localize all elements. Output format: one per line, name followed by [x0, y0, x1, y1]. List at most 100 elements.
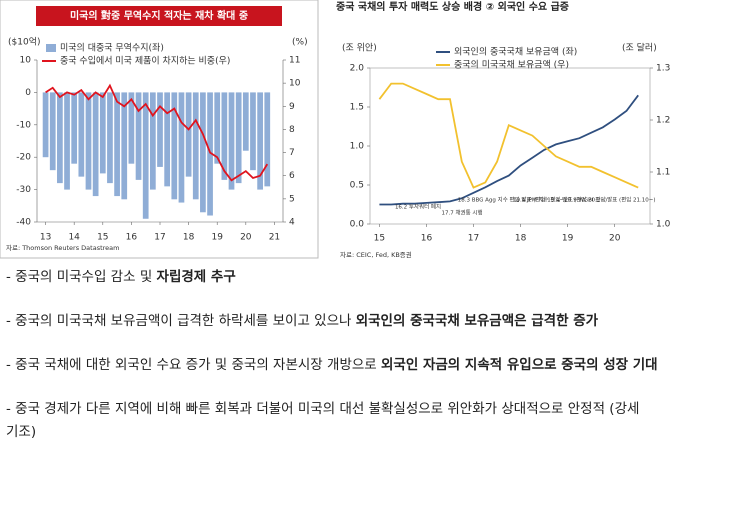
y-tick-label: 10	[20, 56, 32, 66]
y2-tick-label: 4	[289, 218, 295, 228]
y-tick-label: 0	[25, 88, 31, 98]
bar	[257, 92, 263, 190]
y-tick-label: -40	[16, 218, 31, 228]
bar	[221, 92, 228, 180]
bar	[171, 92, 178, 200]
y2-tick-label: 6	[289, 171, 295, 181]
y2-tick-label: 10	[289, 79, 301, 89]
bar	[149, 92, 156, 190]
source: 자료: CEIC, Fed, KB증권	[340, 250, 412, 259]
x-tick-label: 18	[515, 234, 527, 244]
bullet: - 중국의 미국국채 보유금액이 급격한 하락세를 보이고 있으나 외국인의 중…	[6, 310, 741, 333]
x-tick-label: 16	[126, 233, 138, 243]
x-tick-label: 15	[97, 233, 108, 243]
annotation: 17.7 채권통 시행	[441, 209, 482, 217]
bar	[42, 92, 49, 158]
x-tick-label: 20	[609, 234, 621, 244]
bar	[57, 92, 63, 184]
title-banner	[36, 6, 282, 26]
legend-label: 중국 수입에서 미국 제품이 차지하는 비중(우)	[60, 55, 230, 67]
annotation: 18.3 BBG Agg 지수 편입 발표 (편입 19.4~)	[458, 196, 567, 204]
y2-axis-label: (%)	[292, 38, 308, 48]
y2-tick-label: 8	[289, 125, 295, 135]
chart-title: 미국의 對중 무역수지 적자는 재차 확대 중	[70, 9, 248, 22]
y-axis-label: ($10억)	[8, 36, 40, 48]
x-tick-label: 13	[40, 233, 51, 243]
x-tick-label: 17	[468, 234, 479, 244]
bar	[185, 92, 192, 177]
bar	[250, 92, 256, 171]
x-tick-label: 21	[269, 233, 280, 243]
x-tick-label: 20	[240, 233, 252, 243]
bar	[64, 92, 70, 190]
bar	[128, 92, 135, 164]
bar	[114, 92, 120, 197]
bar	[207, 92, 213, 216]
y-tick-label: 2.0	[350, 64, 365, 74]
bullet: - 중국의 미국수입 감소 및 자립경제 추구	[6, 266, 741, 289]
x-tick-label: 19	[562, 234, 574, 244]
y2-tick-label: 5	[289, 194, 295, 204]
y-tick-label: 0.5	[350, 181, 364, 191]
bar	[157, 92, 163, 167]
x-tick-label: 16	[421, 234, 433, 244]
annotation: 19.4 JPM 지수 편입 발표 (편입 20.2~)	[513, 196, 607, 204]
bullet-bold: 자립경제 추구	[156, 269, 236, 285]
y-tick-label: 0.0	[350, 220, 365, 230]
y2-tick-label: 9	[289, 102, 295, 112]
bullet-text: - 중국의 미국수입 감소 및	[6, 269, 157, 285]
bar	[71, 92, 78, 164]
bullet-text: - 중국 국채에 대한 외국인 수요 증가 및 중국의 자본시장 개방으로	[6, 357, 381, 373]
legend-swatch	[46, 44, 56, 52]
bullet-text: - 중국의 미국국채 보유금액이 급격한 하락세를 보이고 있으나	[6, 313, 356, 329]
bar	[264, 92, 271, 187]
y2-tick-label: 7	[289, 148, 295, 158]
y-tick-label: -30	[16, 185, 31, 195]
x-tick-label: 14	[68, 233, 80, 243]
y2-tick-label: 11	[289, 56, 300, 66]
bar	[192, 92, 199, 200]
charts: 미국의 對중 무역수지 적자는 재차 확대 중 ($10억) (%) 자료: Thom…	[0, 0, 671, 259]
bar	[164, 92, 171, 187]
y2-tick-label: 1.0	[656, 220, 671, 230]
bar	[49, 92, 56, 171]
legend-label: 중국의 미국국채 보유금액 (우)	[454, 59, 569, 71]
chart-title: 중국 국채의 투자 매력도 상승 배경 ② 외국인 수요 급증	[336, 0, 569, 13]
bar	[235, 92, 242, 184]
y-tick-label: 1.5	[350, 103, 364, 113]
y2-tick-label: 1.1	[656, 168, 670, 178]
y-tick-label: 1.0	[350, 142, 365, 152]
y-tick-label: -20	[16, 153, 31, 163]
bullet-bold: 외국인의 중국국채 보유금액은 급격한 증가	[355, 313, 599, 329]
bar	[242, 92, 249, 151]
line	[378, 82, 639, 189]
y2-tick-label: 1.2	[656, 116, 670, 126]
bullet-bold: 외국인 자금의 지속적 유입으로 중국의 성장 기대	[381, 357, 658, 373]
bullet: - 중국 국채에 대한 외국인 수요 증가 및 중국의 자본시장 개방으로 외국…	[6, 354, 696, 377]
source: 자료: Thomson Reuters Datastream	[6, 243, 119, 252]
bar	[178, 92, 185, 203]
bar	[142, 92, 149, 219]
y2-axis-label: (조 달러)	[622, 42, 657, 54]
bar	[214, 92, 221, 164]
bullet: - 중국 경제가 다른 지역에 비해 빠른 회복과 더불어 미국의 대선 불확실…	[6, 398, 646, 444]
line	[45, 83, 269, 182]
x-tick-label: 19	[211, 233, 223, 243]
y2-tick-label: 1.3	[656, 64, 670, 74]
line	[379, 94, 639, 206]
bar	[92, 92, 99, 197]
bar	[78, 92, 85, 177]
bullet-text: - 중국 경제가 다른 지역에 비해 빠른 회복과 더불어 미국의 대선 불확실…	[6, 401, 640, 440]
bar	[107, 92, 113, 184]
annotation: 20.9 WGBI 편입 발표 (편입 21.10~)	[564, 196, 655, 204]
x-tick-label: 18	[183, 233, 195, 243]
y-tick-label: -10	[16, 120, 31, 130]
bullet-list: - 중국의 미국수입 감소 및 자립경제 추구 - 중국의 미국국채 보유금액이…	[6, 266, 741, 465]
x-tick-label: 15	[374, 234, 385, 244]
bar	[85, 92, 92, 190]
x-tick-label: 17	[154, 233, 165, 243]
legend-label: 미국의 대중국 무역수지(좌)	[60, 43, 164, 54]
bar	[121, 92, 128, 200]
bar	[228, 92, 235, 190]
